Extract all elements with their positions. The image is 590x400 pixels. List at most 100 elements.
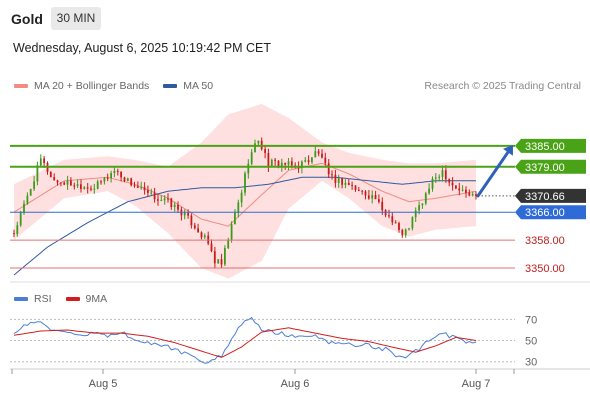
current-price-tag <box>515 188 586 203</box>
candle-body <box>147 190 149 193</box>
candle-body <box>106 177 109 179</box>
candle-body <box>200 232 203 238</box>
ma20-line <box>13 162 477 227</box>
candle-body <box>287 161 290 165</box>
x-tick-label-2: Aug 7 <box>462 378 491 390</box>
candle-body <box>344 183 347 185</box>
candle-body <box>411 217 414 229</box>
candle-body <box>367 195 370 199</box>
candle-body <box>217 259 220 264</box>
candle-body <box>391 216 394 223</box>
instrument-title: Gold <box>11 11 43 27</box>
candle-body <box>83 187 86 190</box>
candle-body <box>311 157 313 163</box>
candle-body <box>431 178 434 189</box>
candle-body <box>157 199 159 201</box>
candle-body <box>341 178 343 185</box>
legend-swatch-ma20 <box>14 84 28 88</box>
candle-body <box>49 171 52 178</box>
candle-body <box>314 151 317 158</box>
time-axis: Aug 5 Aug 6 Aug 7 <box>11 369 515 390</box>
candle-body <box>321 153 323 158</box>
rsi-tick-70: 70 <box>525 314 537 326</box>
candles-layer <box>13 137 477 269</box>
level-label-0: 3385.00 <box>525 141 565 153</box>
candle-body <box>113 170 116 173</box>
candle-body <box>270 159 273 167</box>
candle-body <box>80 184 82 190</box>
candle-body <box>100 181 102 183</box>
candle-body <box>183 212 186 216</box>
level-label-1: 3379.00 <box>525 162 565 174</box>
level-label-3: 3358.00 <box>525 235 565 247</box>
candle-body <box>374 195 377 200</box>
candle-body <box>237 202 240 213</box>
candle-body <box>160 200 163 202</box>
level-tag <box>515 159 586 174</box>
candle-body <box>130 178 133 186</box>
candle-body <box>378 199 380 202</box>
candle-body <box>351 184 353 186</box>
candle-body <box>247 163 250 174</box>
candle-body <box>23 203 25 213</box>
candle-body <box>153 192 156 200</box>
candle-body <box>307 160 310 163</box>
candle-body <box>203 235 206 238</box>
candle-body <box>280 162 283 167</box>
timeframe-badge[interactable]: 30 MIN <box>51 7 101 30</box>
candle-body <box>331 174 333 176</box>
candle-body <box>361 190 364 192</box>
candle-body <box>327 163 330 175</box>
candle-body <box>301 161 303 168</box>
legend-swatch-rsi <box>14 297 28 301</box>
candle-body <box>59 182 62 184</box>
candle-body <box>73 185 76 187</box>
candle-body <box>388 215 390 217</box>
candle-body <box>123 177 126 181</box>
candle-body <box>240 192 243 203</box>
legend-label-ma20: MA 20 + Bollinger Bands <box>34 80 150 92</box>
research-credit: Research © 2025 Trading Central <box>424 80 581 92</box>
level-label-4: 3350.00 <box>525 263 565 275</box>
candle-body <box>213 251 216 264</box>
legend-label-rsi: RSI <box>34 293 52 305</box>
candle-body <box>177 204 179 210</box>
candle-body <box>39 158 42 166</box>
legend-item-ma20: MA 20 + Bollinger Bands <box>14 80 149 92</box>
candle-body <box>33 181 35 189</box>
candle-body <box>70 180 72 186</box>
candle-body <box>230 224 233 240</box>
candle-body <box>173 204 176 207</box>
candle-body <box>120 171 122 178</box>
candle-body <box>475 194 477 196</box>
candle-body <box>76 184 79 186</box>
candle-body <box>277 160 280 167</box>
candle-body <box>408 228 410 230</box>
level-tag <box>515 138 586 153</box>
legend-item-ma50: MA 50 <box>163 80 213 92</box>
candle-body <box>193 225 196 229</box>
candle-body <box>347 183 350 185</box>
legend-label-9ma: 9MA <box>85 293 108 305</box>
candle-body <box>187 212 189 216</box>
candle-body <box>96 181 99 189</box>
level-label-2: 3366.00 <box>525 207 565 219</box>
candle-body <box>244 173 246 193</box>
x-tick-label-1: Aug 6 <box>281 378 310 390</box>
candle-body <box>257 140 260 144</box>
candle-body <box>170 198 173 207</box>
candle-body <box>455 185 457 189</box>
chart-header: Gold 30 MIN <box>0 0 590 36</box>
candle-body <box>324 157 327 164</box>
x-tick-label-0: Aug 5 <box>89 378 118 390</box>
candle-body <box>163 198 166 201</box>
candle-body <box>434 177 437 179</box>
candle-body <box>354 185 357 190</box>
legend-item-9ma: 9MA <box>65 293 108 305</box>
candle-body <box>220 259 223 265</box>
candle-body <box>428 188 430 194</box>
candle-body <box>421 203 424 206</box>
candle-body <box>264 149 266 153</box>
candle-body <box>93 188 96 190</box>
